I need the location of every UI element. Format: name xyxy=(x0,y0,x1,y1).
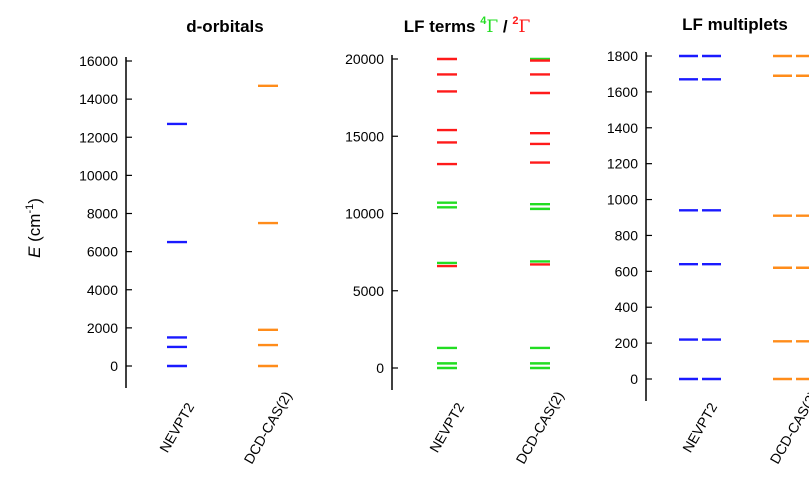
y-tick-label: 0 xyxy=(630,371,638,387)
y-axis-label-unit-close: ) xyxy=(25,198,44,204)
y-tick-label: 16000 xyxy=(79,53,118,69)
lf-terms-title-text: LF terms xyxy=(404,17,481,36)
y-tick-label: 15000 xyxy=(345,128,384,144)
y-tick-label: 10000 xyxy=(79,167,118,183)
lf-terms-doublet-gamma: Γ xyxy=(518,17,530,37)
y-tick-label: 14000 xyxy=(79,91,118,107)
y-tick-label: 600 xyxy=(615,263,639,279)
y-tick-label: 8000 xyxy=(87,206,118,222)
y-tick-label: 5000 xyxy=(353,283,384,299)
y-axis-label-unit-open: (cm xyxy=(25,214,44,247)
y-axis-label-unit-sup: -1 xyxy=(24,204,36,214)
y-tick-label: 400 xyxy=(615,299,639,315)
panel-title-d-orbitals: d-orbitals xyxy=(186,17,263,36)
y-tick-label: 200 xyxy=(615,335,639,351)
lf-terms-doublet-superscript: 2 xyxy=(512,15,518,27)
category-label: NEVPT2 xyxy=(156,400,197,455)
y-tick-label: 20000 xyxy=(345,51,384,67)
lf-terms-quartet-superscript: 4 xyxy=(480,15,487,27)
y-tick-label: 2000 xyxy=(87,320,118,336)
y-tick-label: 1200 xyxy=(607,156,638,172)
y-tick-label: 1800 xyxy=(607,48,638,64)
y-axis-label-main: E xyxy=(25,246,44,258)
category-label: DCD-CAS(2) xyxy=(241,388,295,466)
category-label: DCD-CAS(2) xyxy=(513,388,567,466)
y-tick-label: 1400 xyxy=(607,120,638,136)
y-tick-label: 10000 xyxy=(345,206,384,222)
y-tick-label: 4000 xyxy=(87,282,118,298)
panel-lf-terms: 0 5000 10000 15000 20000 NEVPT2 DCD-CAS(2) xyxy=(345,51,567,467)
lf-terms-quartet-gamma: Γ xyxy=(486,17,498,37)
y-tick-label: 6000 xyxy=(87,244,118,260)
panel-title-lf-terms: LF terms 4Γ / 2Γ xyxy=(404,15,531,37)
y-axis-label: E (cm-1) xyxy=(24,198,44,258)
lf-terms-separator: / xyxy=(498,17,512,36)
category-label: NEVPT2 xyxy=(679,400,720,455)
y-tick-label: 0 xyxy=(376,360,384,376)
panel-d-orbitals: 0 2000 4000 6000 8000 10000 12000 14000 16000 NEV… xyxy=(79,53,295,467)
panel-lf-multiplets: 0 200 400 600 800 1000 1200 1400 1600 1800 NEVPT2 D… xyxy=(607,48,809,467)
category-label: NEVPT2 xyxy=(426,400,467,455)
y-tick-label: 800 xyxy=(615,227,639,243)
panel-title-lf-multiplets: LF multiplets xyxy=(682,15,788,34)
category-label: DCD-CAS(2) xyxy=(767,388,809,466)
y-tick-label: 0 xyxy=(110,358,118,374)
y-tick-label: 1600 xyxy=(607,84,638,100)
y-tick-label: 12000 xyxy=(79,129,118,145)
y-tick-label: 1000 xyxy=(607,192,638,208)
